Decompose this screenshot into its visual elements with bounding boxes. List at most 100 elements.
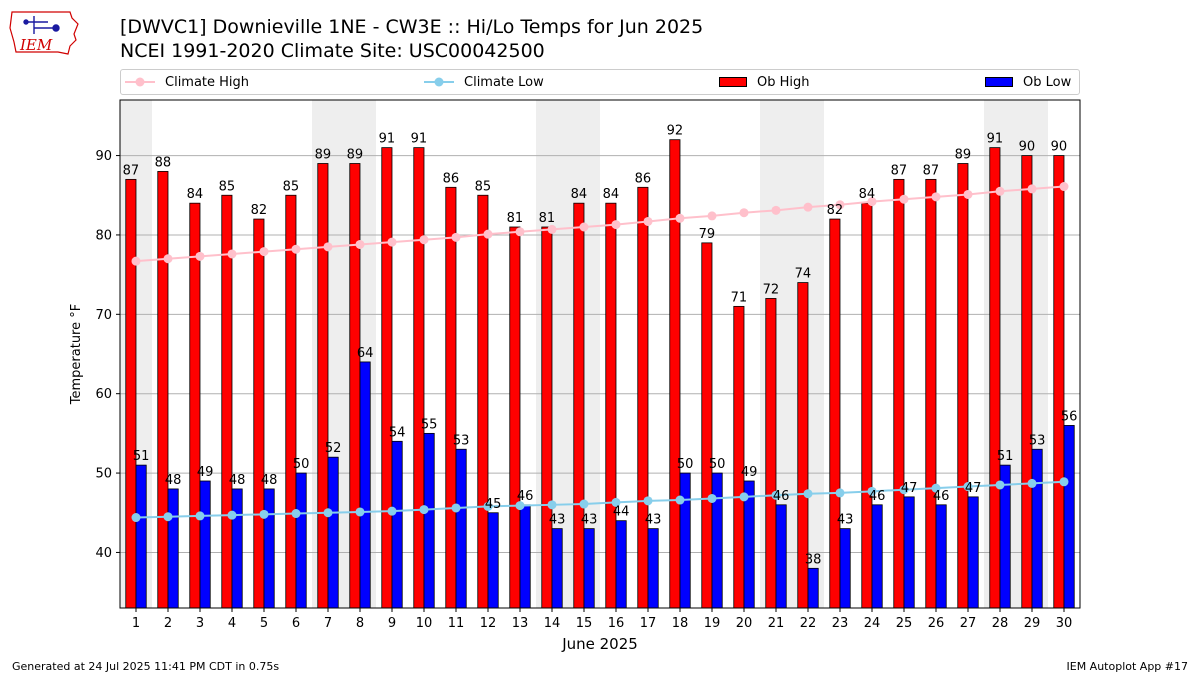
- ob-low-bar: [327, 456, 339, 609]
- climate-high-point: [643, 216, 653, 226]
- ob-high-data-label: 85: [219, 179, 236, 194]
- x-tick-label: 30: [1056, 616, 1073, 631]
- x-tick-label: 1: [132, 616, 140, 631]
- ob-high-data-label: 71: [731, 290, 748, 305]
- climate-high-point: [1059, 182, 1069, 192]
- iem-logo: IEM: [9, 11, 79, 55]
- ob-low-bar: [295, 472, 307, 609]
- x-tick-label: 4: [228, 616, 236, 631]
- ob-high-bar: [637, 186, 649, 609]
- climate-high-point: [739, 208, 749, 218]
- ob-high-bar: [157, 171, 169, 609]
- legend-label: Ob High: [757, 74, 810, 90]
- app-label: IEM Autoplot App #17: [1066, 660, 1189, 673]
- climate-low-point: [771, 490, 781, 500]
- ob-low-bar: [679, 472, 691, 609]
- ob-high-bar: [861, 202, 873, 609]
- climate-high-point: [707, 211, 717, 221]
- ob-high-bar: [285, 194, 297, 609]
- ob-high-bar: [1053, 155, 1065, 609]
- ob-high-bar: [509, 226, 521, 609]
- ob-high-data-label: 84: [603, 187, 620, 202]
- climate-low-point: [803, 489, 813, 499]
- climate-high-point: [963, 189, 973, 199]
- climate-high-point: [227, 249, 237, 259]
- ob-high-data-label: 79: [699, 227, 716, 242]
- climate-high-point: [195, 251, 205, 261]
- ob-high-data-label: 91: [987, 132, 1004, 147]
- ob-low-data-label: 38: [805, 552, 822, 567]
- ob-low-bar: [423, 432, 435, 609]
- x-tick-label: 22: [800, 616, 817, 631]
- ob-high-bar: [125, 178, 137, 609]
- ob-high-data-label: 88: [155, 155, 172, 170]
- climate-high-point: [1027, 184, 1037, 194]
- weather-station-icon: [23, 16, 60, 34]
- climate-low-point: [547, 500, 557, 510]
- ob-low-data-label: 46: [773, 489, 790, 504]
- ob-high-bar: [701, 242, 713, 609]
- ob-low-bar: [615, 520, 627, 609]
- ob-high-bar: [413, 147, 425, 609]
- climate-low-point: [323, 508, 333, 518]
- ob-high-data-label: 87: [891, 163, 908, 178]
- climate-low-line-icon: [424, 77, 454, 87]
- legend-item-ob-high: Ob High: [719, 70, 810, 94]
- climate-high-point: [579, 222, 589, 232]
- ob-low-data-label: 49: [197, 465, 214, 480]
- climate-low-point: [867, 486, 877, 496]
- y-tick-label: 40: [95, 546, 112, 561]
- ob-low-data-label: 50: [709, 457, 726, 472]
- climate-low-point: [131, 513, 141, 523]
- climate-low-point: [451, 503, 461, 513]
- climate-low-point: [1059, 477, 1069, 487]
- climate-low-point: [611, 497, 621, 507]
- ob-low-data-label: 53: [1029, 433, 1046, 448]
- ob-high-data-label: 89: [955, 148, 972, 163]
- x-tick-label: 6: [292, 616, 300, 631]
- climate-high-point: [803, 202, 813, 212]
- climate-low-point: [355, 507, 365, 517]
- ob-low-data-label: 47: [901, 481, 918, 496]
- ob-high-swatch-icon: [719, 77, 747, 87]
- ob-low-bar: [359, 361, 371, 609]
- legend-label: Climate High: [165, 74, 250, 90]
- y-tick-label: 90: [95, 149, 112, 164]
- x-tick-label: 7: [324, 616, 332, 631]
- y-tick-label: 60: [95, 387, 112, 402]
- ob-low-bar: [807, 567, 819, 609]
- climate-low-point: [419, 505, 429, 515]
- ob-low-bar: [551, 528, 563, 609]
- x-axis-label: June 2025: [561, 635, 638, 653]
- ob-low-data-label: 48: [261, 473, 278, 488]
- ob-low-data-label: 48: [165, 473, 182, 488]
- climate-high-point: [451, 232, 461, 242]
- chart-legend: Climate High Climate Low Ob High Ob Low: [120, 69, 1080, 95]
- legend-item-climate-low: Climate Low: [424, 70, 544, 94]
- climate-high-point: [483, 229, 493, 239]
- x-tick-label: 3: [196, 616, 204, 631]
- ob-high-data-label: 87: [123, 163, 140, 178]
- climate-high-point: [771, 205, 781, 215]
- ob-high-data-label: 86: [443, 171, 460, 186]
- ob-low-data-label: 50: [293, 457, 310, 472]
- climate-low-line: [135, 480, 1065, 519]
- ob-high-data-label: 84: [859, 187, 876, 202]
- ob-high-bar: [733, 305, 745, 609]
- x-tick-label: 23: [832, 616, 849, 631]
- climate-low-point: [163, 512, 173, 522]
- ob-low-bar: [711, 472, 723, 609]
- climate-high-point: [995, 186, 1005, 196]
- climate-high-point: [163, 254, 173, 264]
- ob-high-bar: [445, 186, 457, 609]
- ob-low-data-label: 43: [581, 513, 598, 528]
- logo-text: IEM: [19, 36, 53, 54]
- climate-high-point: [355, 239, 365, 249]
- ob-low-bar: [1031, 448, 1043, 609]
- ob-low-swatch-icon: [985, 77, 1013, 87]
- generated-timestamp: Generated at 24 Jul 2025 11:41 PM CDT in…: [12, 660, 280, 673]
- ob-high-data-label: 89: [315, 148, 332, 163]
- ob-high-data-label: 89: [347, 148, 364, 163]
- climate-high-point: [835, 200, 845, 210]
